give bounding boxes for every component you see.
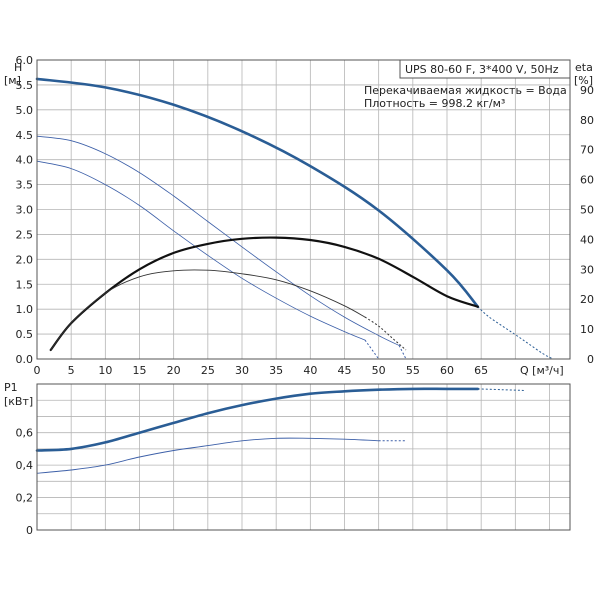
top-ylabel-right-unit: [%]: [574, 74, 593, 87]
y-right-tick-label: 60: [580, 174, 594, 187]
y-left-tick-label: 4.5: [16, 129, 34, 142]
top-series-line: [35, 77, 480, 308]
y-left-tick-label: 5.0: [16, 104, 34, 117]
y-left-tick-label: 3.0: [16, 204, 34, 217]
y-left-tick-label: 4.0: [16, 154, 34, 167]
y-right-tick-label: 20: [580, 293, 594, 306]
top-series-line: [50, 269, 366, 351]
top-series-line: [36, 135, 400, 346]
x-tick-label: 5: [68, 364, 75, 377]
y-right-tick-label: 90: [580, 84, 594, 97]
bottom-y-tick-label: 0,2: [16, 492, 34, 505]
x-tick-label: 45: [338, 364, 352, 377]
top-series-extension: [364, 339, 380, 360]
y-left-tick-label: 2.0: [16, 253, 34, 266]
title-box: [399, 59, 571, 79]
note-density: Плотность = 998.2 кг/м³: [364, 97, 505, 110]
y-right-tick-label: 30: [580, 263, 594, 276]
x-tick-label: 10: [98, 364, 112, 377]
bottom-ylabel: P1: [4, 381, 18, 394]
x-tick-label: 25: [201, 364, 215, 377]
bottom-series-line: [35, 387, 480, 452]
x-tick-label: 0: [34, 364, 41, 377]
x-tick-label: 50: [372, 364, 386, 377]
top-ylabel-right: eta: [575, 61, 593, 74]
y-left-tick-label: 1.0: [16, 303, 34, 316]
bottom-y-tick-label: 0: [26, 524, 33, 537]
bottom-series-line: [36, 437, 380, 474]
bottom-grid: [36, 383, 570, 531]
top-series-line: [49, 236, 479, 352]
top-plot-frame: [36, 59, 571, 360]
y-right-tick-label: 40: [580, 233, 594, 246]
top-series-extension: [477, 306, 554, 360]
top-series-extension: [398, 345, 407, 360]
top-series-extension: [364, 316, 407, 351]
tick-labels: 0 5 10 15 20 25 30 35 40 45 50 55 60 65 0.0 0.5 1.0 1.5 2.…: [16, 54, 595, 537]
y-right-tick-label: 80: [580, 114, 594, 127]
y-right-tick-label: 10: [580, 323, 594, 336]
x-tick-label: 40: [303, 364, 317, 377]
x-tick-label: 60: [440, 364, 454, 377]
x-tick-label: 55: [406, 364, 420, 377]
y-left-tick-label: 3.5: [16, 179, 34, 192]
title-box-text: UPS 80-60 F, 3*400 V, 50Hz: [405, 63, 559, 76]
y-left-tick-label: 5.5: [16, 79, 34, 92]
x-tick-label: 30: [235, 364, 249, 377]
y-left-tick-label: 2.5: [16, 228, 34, 241]
top-ylabel-unit: [м]: [4, 74, 21, 87]
bottom-series-extension: [477, 388, 526, 391]
top-series-group: [35, 77, 554, 360]
y-left-tick-label: 0.5: [16, 328, 34, 341]
x-tick-label: 15: [133, 364, 147, 377]
top-series-line: [36, 160, 366, 341]
x-tick-label: 65: [474, 364, 488, 377]
x-tick-label: 20: [167, 364, 181, 377]
bottom-plot-frame: [36, 383, 571, 531]
top-ylabel: H: [14, 61, 22, 74]
bottom-y-tick-label: 0,6: [16, 427, 34, 440]
y-right-tick-label: 70: [580, 144, 594, 157]
x-tick-label: 35: [269, 364, 283, 377]
y-right-tick-label: 0: [587, 353, 594, 366]
x-axis-label: Q [м³/ч]: [520, 364, 564, 377]
bottom-ylabel-unit: [кВт]: [4, 395, 33, 408]
bottom-series-group: [35, 387, 526, 474]
y-left-tick-label: 0.0: [16, 353, 34, 366]
y-right-tick-label: 50: [580, 204, 594, 217]
bottom-y-tick-label: 0,4: [16, 459, 34, 472]
y-left-tick-label: 6.0: [16, 54, 34, 67]
note-fluid: Перекачиваемая жидкость = Вода: [364, 84, 567, 97]
y-left-tick-label: 1.5: [16, 278, 34, 291]
